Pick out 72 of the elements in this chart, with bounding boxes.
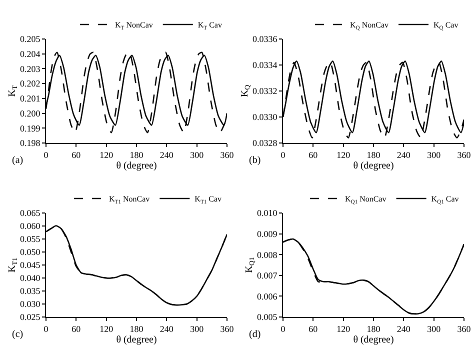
y-tick-label: 0.030 [20,299,41,310]
x-tick-label: 240 [396,324,411,334]
x-tick-label: 360 [220,324,234,334]
y-tick-label: 0.0332 [252,86,278,96]
x-tick-label: 60 [72,324,82,334]
y-tick-label: 0.040 [20,273,41,284]
y-tick-label: 0.035 [20,286,41,296]
y-tick-label: 0.007 [256,270,278,281]
x-axis-title: θ (degree) [116,334,157,346]
x-tick-label: 120 [336,324,351,334]
y-tick-label: 0.204 [20,49,41,60]
y-tick-label: 0.050 [20,247,41,258]
text: (b) [249,155,261,166]
y-tick-label: 0.0336 [252,34,278,44]
y-tick-label: 0.202 [20,78,40,89]
y-tick-label: 0.205 [20,34,41,44]
y-tick-label: 0.0330 [252,112,278,122]
y-tick-label: 0.008 [256,250,278,260]
x-tick-label: 60 [72,150,82,160]
y-tick-label: 0.006 [256,291,278,302]
text: (a) [12,155,24,166]
y-tick-label: 0.0328 [252,138,278,148]
y-tick-label: 0.060 [20,221,41,232]
y-tick-label: 0.055 [20,234,41,244]
x-tick-label: 240 [160,150,174,160]
x-tick-label: 0 [280,324,286,334]
x-tick-label: 60 [308,324,318,334]
x-axis-title: θ (degree) [353,334,394,346]
x-tick-label: 300 [427,150,442,160]
x-tick-label: 0 [280,150,286,160]
x-tick-label: 360 [457,324,472,334]
x-tick-label: 60 [308,150,318,160]
text: (d) [249,329,261,340]
x-tick-label: 120 [100,150,114,160]
x-tick-label: 0 [44,150,49,160]
x-tick-label: 120 [336,150,351,160]
x-tick-label: 180 [366,324,381,334]
x-tick-label: 0 [44,324,49,334]
x-tick-label: 360 [220,150,234,160]
legend-label: K$_{Q1}$ Cav [431,194,459,206]
x-tick-label: 300 [190,324,204,334]
x-axis-title: θ (degree) [353,160,394,172]
x-tick-label: 300 [190,150,204,160]
y-tick-label: 0.198 [20,138,41,148]
y-tick-label: 0.203 [20,64,41,74]
x-tick-label: 240 [160,324,174,334]
legend-label: K$_{Q}$ Cav [434,20,458,32]
y-tick-label: 0.0334 [252,60,278,70]
legend-label: K$_{T}$ Cav [198,20,222,32]
x-axis-title: θ (degree) [116,160,157,172]
y-tick-label: 0.025 [20,312,41,322]
y-tick-label: 0.065 [20,208,41,218]
x-tick-label: 360 [457,150,472,160]
text: (c) [12,329,24,340]
x-tick-label: 120 [100,324,114,334]
x-tick-label: 300 [427,324,442,334]
x-tick-label: 180 [130,324,144,334]
y-tick-label: 0.010 [256,208,278,218]
x-tick-label: 180 [366,150,381,160]
legend-label: K$_{Q1}$ NonCav [345,194,386,206]
x-tick-label: 240 [396,150,411,160]
y-tick-label: 0.005 [256,312,278,322]
legend-label: K$_{Q}$ NonCav [350,20,388,32]
y-tick-label: 0.201 [20,94,40,104]
y-tick-label: 0.199 [20,123,41,134]
y-tick-label: 0.045 [20,260,41,270]
y-tick-label: 0.009 [256,228,278,239]
x-tick-label: 180 [130,150,144,160]
legend-label: K$_{T1}$ Cav [194,194,222,206]
legend-label: K$_{T1}$ NonCav [109,194,150,206]
legend-label: K$_{T}$ NonCav [115,20,153,32]
y-tick-label: 0.200 [20,108,41,118]
